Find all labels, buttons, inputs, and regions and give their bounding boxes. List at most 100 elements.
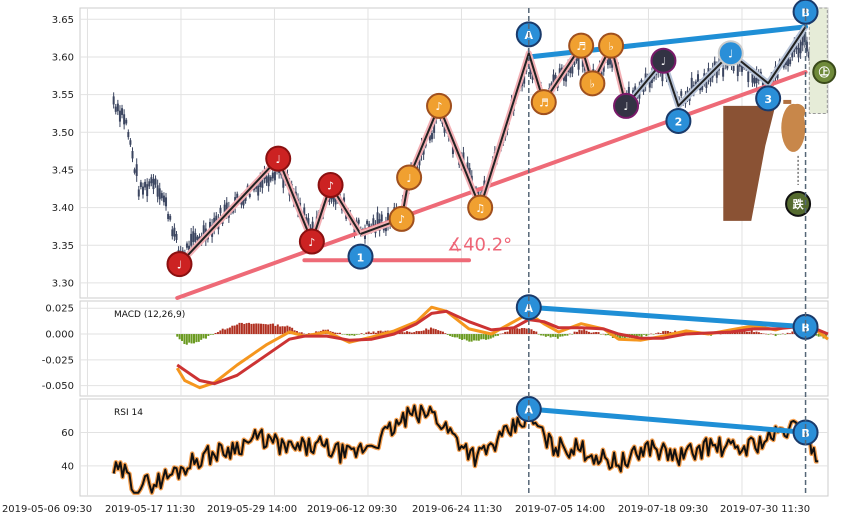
histogram-bar — [741, 330, 744, 335]
candle-body — [196, 236, 199, 240]
candle-body — [680, 91, 683, 96]
pattern-marker-13-label: ♩ — [661, 55, 666, 68]
histogram-bar — [520, 328, 523, 335]
price-ytick-label: 3.65 — [52, 15, 74, 26]
histogram-bar — [815, 334, 818, 336]
histogram-bar — [537, 334, 540, 335]
histogram-bar — [264, 324, 267, 335]
histogram-bar — [252, 323, 255, 335]
histogram-bar — [592, 332, 595, 335]
candle-body — [529, 64, 532, 75]
candle-body — [696, 74, 699, 83]
candle-body — [169, 215, 172, 220]
histogram-bar — [542, 334, 545, 336]
rsi-label: RSI 14 — [114, 408, 143, 418]
histogram-bar — [461, 334, 464, 340]
histogram-bar — [288, 326, 291, 335]
wave-marker-2-circle — [665, 107, 692, 134]
candle-body — [443, 125, 446, 133]
histogram-bar — [664, 330, 667, 335]
histogram-bar — [585, 330, 588, 335]
candle-body — [531, 72, 534, 80]
x-tick-label: 2019-07-05 14:00 — [515, 504, 605, 515]
candle-body — [223, 204, 226, 214]
candle-body — [150, 177, 153, 184]
histogram-bar — [178, 334, 181, 340]
pattern-marker-10-circle — [579, 70, 606, 97]
candle-body — [468, 167, 471, 178]
candle-body — [577, 57, 580, 70]
histogram-bar — [786, 332, 789, 335]
candle-body — [282, 176, 285, 188]
histogram-bar — [817, 334, 820, 337]
histogram-bar — [518, 328, 521, 335]
candle-body — [600, 72, 603, 76]
histogram-bar — [374, 332, 377, 335]
x-tick-label: 2019-07-18 09:30 — [618, 504, 708, 515]
candle-body — [431, 133, 434, 140]
candle-body — [573, 61, 576, 66]
histogram-bar — [238, 322, 241, 335]
histogram-bar — [403, 332, 406, 335]
histogram-bar — [566, 334, 569, 336]
histogram-bar — [358, 334, 361, 335]
histogram-bar — [283, 326, 286, 335]
histogram-bar — [346, 334, 349, 336]
rsi-divergence-line — [526, 406, 809, 435]
histogram-bar — [197, 334, 200, 342]
histogram-bar — [341, 334, 344, 335]
pattern-marker-0-label: ♩ — [177, 258, 182, 271]
candle-body — [357, 219, 360, 224]
histogram-bar — [245, 323, 248, 335]
wave-marker-1-label: 1 — [357, 251, 365, 264]
candle-body — [751, 73, 754, 83]
candle-body — [648, 78, 651, 88]
histogram-bar — [348, 334, 351, 336]
candle-body — [575, 55, 578, 62]
histogram-bar — [480, 334, 483, 340]
candle-body — [428, 135, 431, 141]
histogram-bar — [449, 334, 452, 337]
histogram-bar — [477, 334, 480, 341]
candle-body — [202, 225, 205, 235]
candle-body — [753, 77, 756, 84]
histogram-bar — [640, 334, 643, 337]
histogram-bar — [221, 328, 224, 335]
candle-body — [146, 184, 149, 197]
pattern-marker-13-circle — [650, 47, 677, 74]
candle-body — [173, 227, 176, 237]
histogram-bar — [463, 334, 466, 340]
histogram-bar — [506, 331, 509, 335]
histogram-bar — [427, 329, 430, 335]
histogram-bar — [654, 333, 657, 335]
dog-icon-head — [789, 103, 806, 120]
histogram-bar — [370, 332, 373, 335]
histogram-bar — [446, 334, 449, 335]
macd-label: MACD (12,26,9) — [114, 310, 185, 320]
candle-body — [141, 186, 144, 195]
candle-body — [609, 57, 612, 65]
histogram-bar — [367, 331, 370, 335]
histogram-bar — [255, 323, 258, 335]
histogram-bar — [750, 330, 753, 335]
histogram-bar — [185, 334, 188, 345]
candle-body — [462, 152, 465, 164]
histogram-bar — [181, 334, 184, 341]
x-tick-label: 2019-06-12 09:30 — [307, 504, 397, 515]
histogram-bar — [228, 327, 231, 335]
histogram-bar — [291, 327, 294, 335]
pattern-marker-5-label: ♩ — [407, 172, 412, 185]
candle-body — [192, 231, 195, 243]
pattern-marker-8-label: ♬ — [539, 96, 549, 109]
pattern-marker-10-label: ♭ — [590, 78, 595, 91]
candle-body — [376, 212, 379, 224]
histogram-bar — [410, 332, 413, 335]
histogram-bar — [487, 334, 490, 340]
candle-body — [171, 229, 174, 237]
histogram-bar — [250, 323, 253, 335]
histogram-bar — [286, 325, 289, 335]
price-ytick-label: 3.55 — [52, 90, 74, 101]
candle-body — [194, 232, 197, 242]
histogram-bar — [209, 334, 212, 335]
